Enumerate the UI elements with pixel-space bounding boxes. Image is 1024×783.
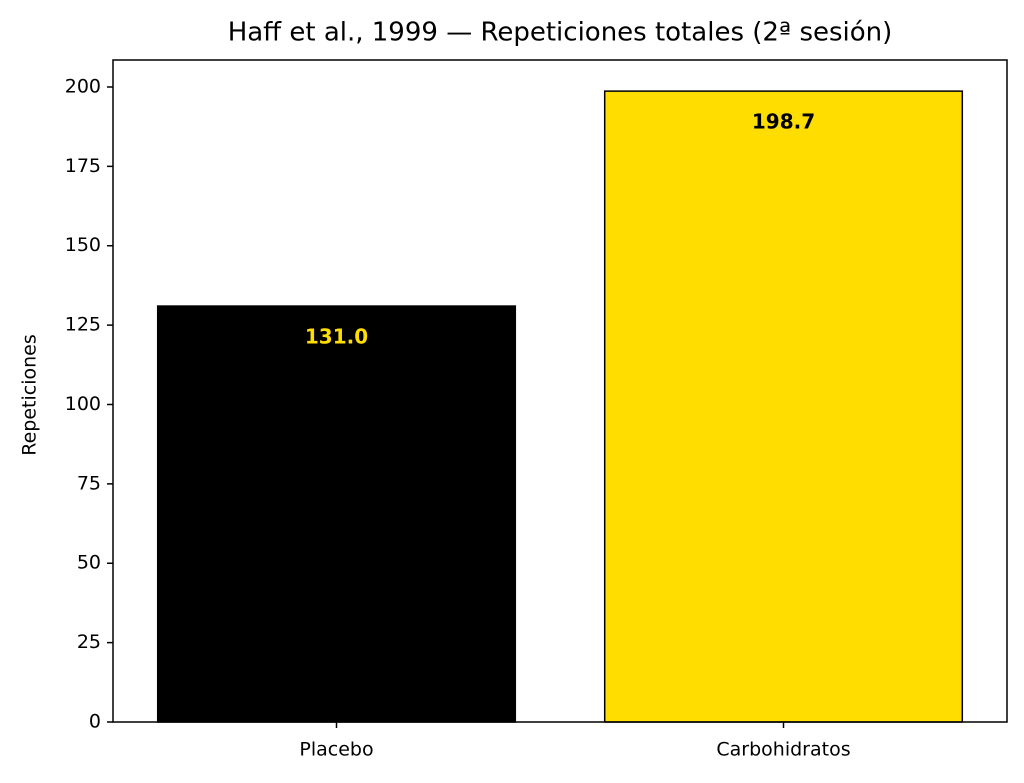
chart-title: Haff et al., 1999 — Repeticiones totales… — [228, 18, 893, 48]
y-tick-label: 75 — [77, 472, 101, 494]
y-tick-label: 50 — [77, 552, 101, 574]
bar — [603, 90, 964, 723]
x-tick-label: Placebo — [299, 739, 373, 761]
y-tick-label: 0 — [89, 711, 101, 733]
y-tick-label: 175 — [65, 155, 101, 177]
y-tick-label: 200 — [65, 75, 101, 97]
plot-frame — [112, 59, 1008, 723]
value-label: 131.0 — [305, 325, 368, 349]
y-tick-label: 100 — [65, 393, 101, 415]
y-tick-label: 25 — [77, 631, 101, 653]
x-tick-label: Carbohidratos — [716, 739, 850, 761]
y-axis-label: Repeticiones — [19, 334, 41, 456]
y-tick-label: 150 — [65, 234, 101, 256]
bar — [156, 305, 517, 723]
y-tick-label: 125 — [65, 314, 101, 336]
value-label: 198.7 — [752, 110, 815, 134]
